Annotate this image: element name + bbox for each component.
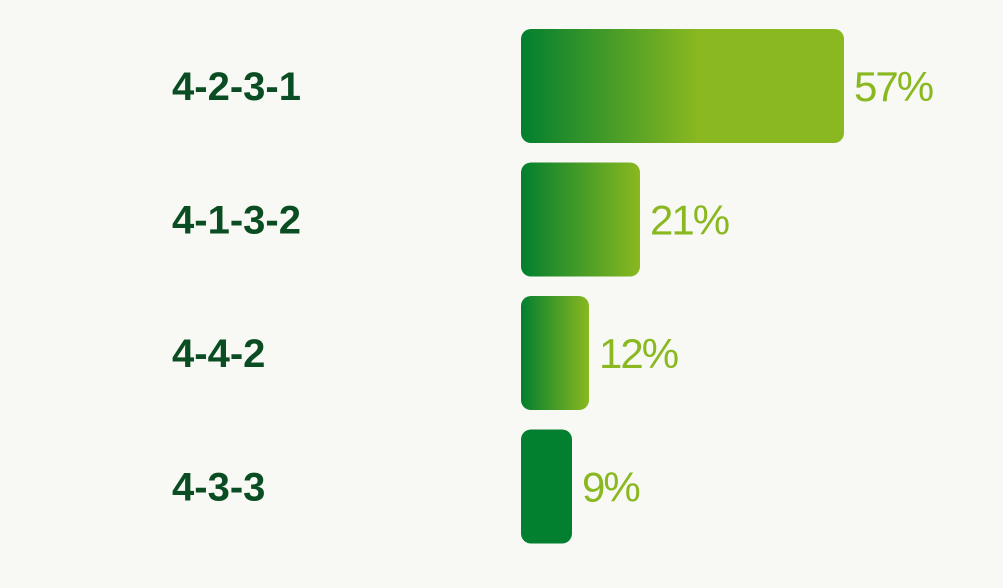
category-label: 4-4-2 — [172, 332, 265, 376]
value-label: 57% — [854, 63, 933, 110]
category-label: 4-1-3-2 — [172, 199, 301, 243]
category-label: 4-2-3-1 — [172, 65, 301, 109]
value-label: 9% — [582, 464, 639, 511]
bar-4-2-3-1 — [521, 29, 844, 143]
bar-4-3-3 — [521, 429, 572, 544]
value-label: 21% — [650, 197, 729, 244]
category-label: 4-3-3 — [172, 466, 265, 510]
bar-4-4-2 — [521, 296, 589, 410]
value-label: 12% — [599, 330, 678, 377]
bar-4-1-3-2 — [521, 162, 640, 277]
